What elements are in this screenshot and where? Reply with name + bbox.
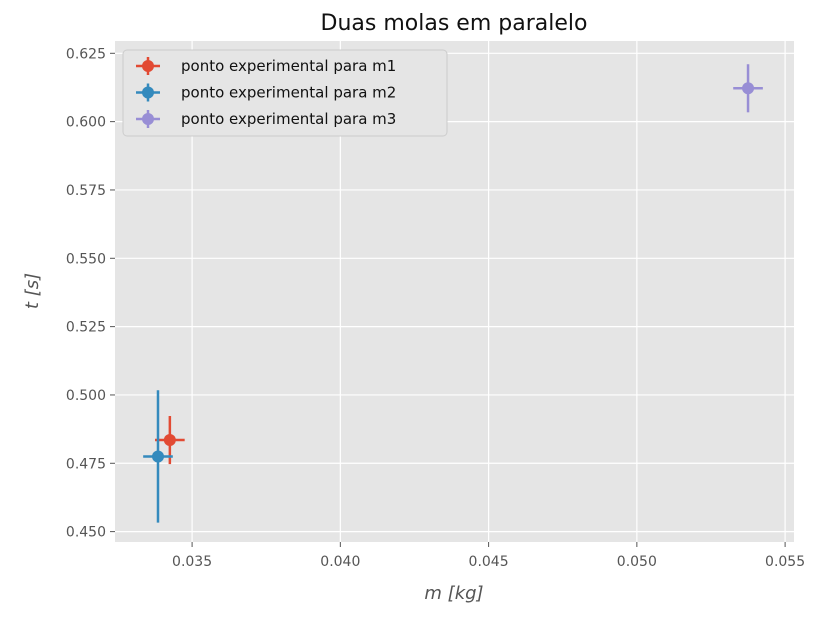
data-points	[143, 64, 763, 523]
y-tick-label: 0.525	[66, 320, 106, 336]
legend-label: ponto experimental para m1	[181, 57, 396, 75]
legend-marker	[142, 113, 154, 125]
y-tick-label: 0.575	[66, 183, 106, 199]
legend-entry: ponto experimental para m1	[136, 57, 396, 75]
chart-title: Duas molas em paralelo	[321, 11, 588, 36]
x-tick-label: 0.035	[172, 554, 212, 570]
y-axis-label: t [s]	[22, 273, 43, 309]
legend-entry: ponto experimental para m2	[136, 83, 396, 102]
y-tick-label: 0.475	[66, 456, 106, 472]
legend-marker	[142, 86, 154, 99]
x-tick-label: 0.045	[469, 554, 509, 570]
y-tick-label: 0.625	[66, 46, 106, 62]
x-tick-label: 0.050	[617, 554, 657, 570]
y-tick-label: 0.450	[66, 525, 106, 541]
data-point	[742, 82, 755, 95]
grid	[115, 41, 794, 542]
legend-label: ponto experimental para m3	[181, 110, 396, 128]
axis-ticks: 0.035 0.040 0.045 0.050 0.055 0.450 0.475 0.500…	[66, 46, 805, 570]
series-2	[143, 390, 173, 523]
legend-box	[122, 49, 448, 137]
legend-entry: ponto experimental para m3	[136, 110, 396, 128]
data-point	[151, 450, 164, 463]
x-tick-label: 0.055	[765, 554, 805, 570]
x-axis-label: m [kg]	[424, 583, 483, 604]
x-tick-label: 0.040	[320, 554, 360, 570]
legend-marker	[142, 60, 154, 72]
legend: ponto experimental para m1 ponto experime…	[122, 49, 448, 137]
data-point	[163, 434, 176, 447]
series-3	[733, 64, 763, 113]
y-tick-label: 0.600	[66, 115, 106, 131]
legend-label: ponto experimental para m2	[181, 84, 396, 102]
y-tick-label: 0.550	[66, 251, 106, 267]
y-tick-label: 0.500	[66, 388, 106, 404]
